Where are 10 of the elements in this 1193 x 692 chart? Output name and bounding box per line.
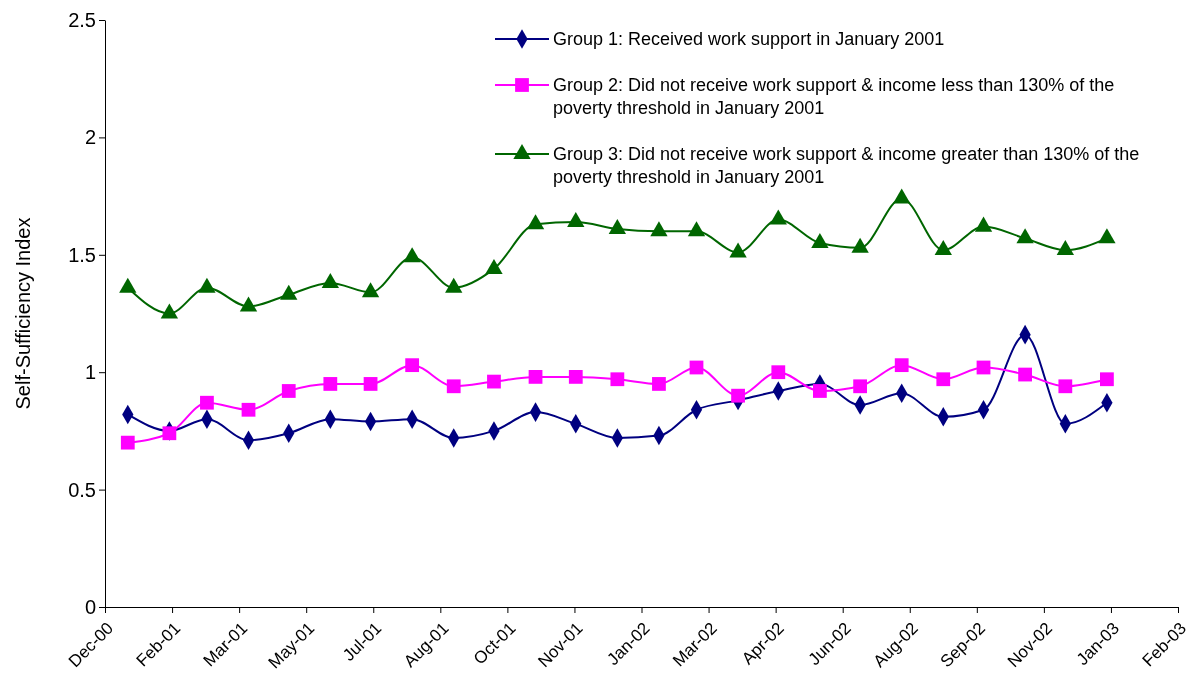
y-tick-label: 0.5 — [68, 478, 96, 501]
legend-label: Group 1: Received work support in January 2001 — [553, 29, 945, 49]
legend-label: Group 3: Did not receive work support & income greater than 130% of the poverty threshold in January 2001 — [553, 144, 1140, 187]
y-axis-title: Self-Sufficiency Index — [12, 217, 34, 410]
y-tick-label: 0 — [84, 595, 96, 618]
y-tick-label: 1.5 — [68, 243, 96, 266]
legend-label: Group 2: Did not receive work support & income less than 130% of the poverty threshold in January 2001 — [553, 75, 1115, 118]
y-tick-label: 2.5 — [68, 8, 96, 31]
y-tick-label: 1 — [84, 361, 96, 384]
y-tick-label: 2 — [84, 126, 96, 149]
